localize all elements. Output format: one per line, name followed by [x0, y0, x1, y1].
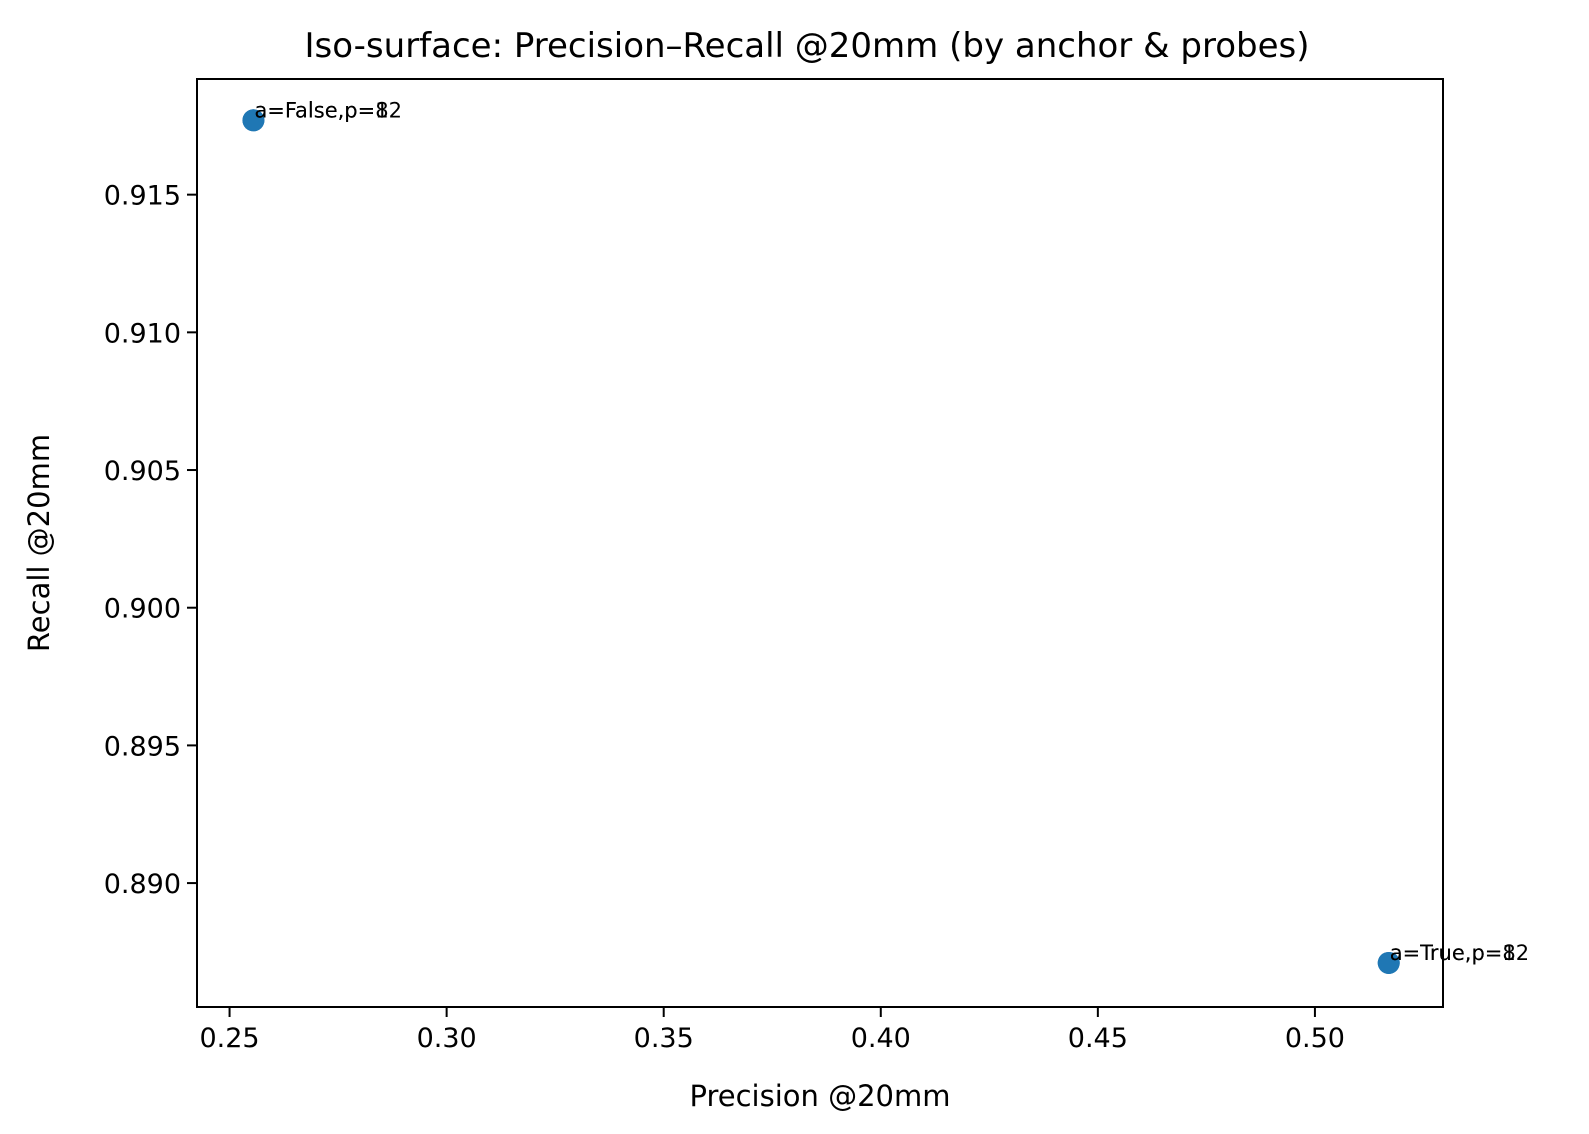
y-tick-label: 0.895 [104, 731, 181, 762]
x-tick-label: 0.45 [1068, 1023, 1128, 1054]
x-tick-label: 0.35 [634, 1023, 694, 1054]
y-tick-label: 0.900 [104, 594, 181, 625]
x-tick-label: 0.30 [417, 1023, 477, 1054]
point-label: a=False,p=8 [254, 98, 388, 122]
axes-frame [196, 78, 1444, 1008]
x-tick-label: 0.40 [851, 1023, 911, 1054]
y-axis-label: Recall @20mm [22, 434, 56, 652]
x-axis-ticks: 0.25 0.30 0.35 0.40 0.45 0.50 [199, 1007, 1345, 1054]
x-tick-label: 0.25 [199, 1023, 259, 1054]
point-label: a=False,p=12 [254, 98, 402, 122]
point-label: a=True,p=8 [1390, 941, 1516, 965]
plot-area: a=False,p=8a=False,p=12 a=True,p=8a=True,… [242, 98, 1529, 974]
y-tick-label: 0.910 [104, 318, 181, 349]
scatter-point [242, 109, 265, 132]
chart-title: Iso-surface: Precision–Recall @20mm (by … [304, 26, 1309, 66]
y-axis-ticks: 0.890 0.895 0.900 0.905 0.910 0.915 [104, 181, 197, 900]
y-tick-label: 0.905 [104, 456, 181, 487]
x-axis-label: Precision @20mm [689, 1079, 950, 1113]
x-tick-label: 0.50 [1285, 1023, 1345, 1054]
y-tick-label: 0.915 [104, 181, 181, 212]
y-tick-label: 0.890 [104, 869, 181, 900]
scatter-point [1377, 951, 1400, 974]
point-label: a=True,p=12 [1390, 941, 1529, 965]
